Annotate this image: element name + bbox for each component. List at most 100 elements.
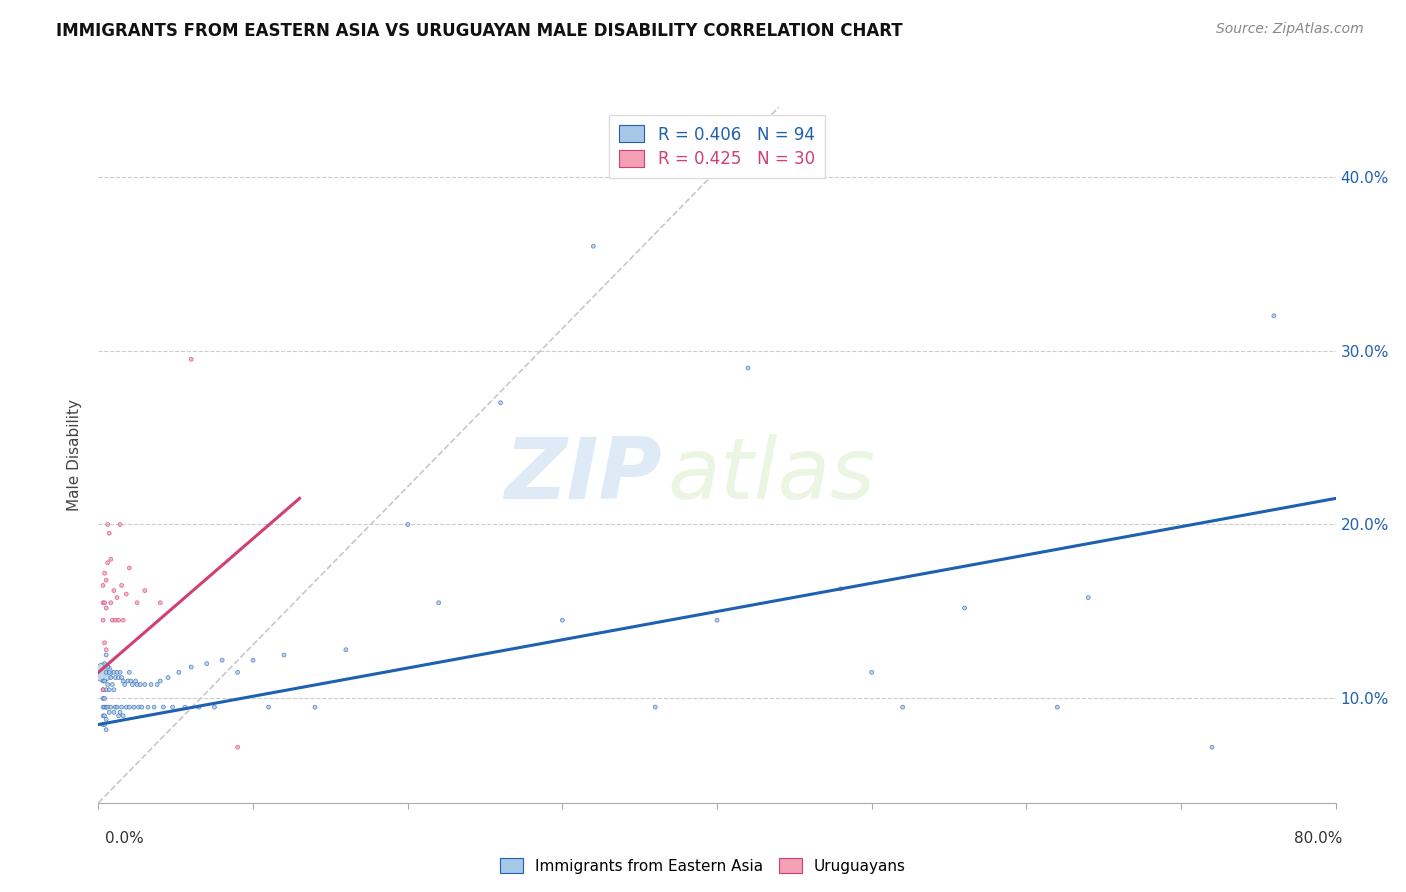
Text: IMMIGRANTS FROM EASTERN ASIA VS URUGUAYAN MALE DISABILITY CORRELATION CHART: IMMIGRANTS FROM EASTERN ASIA VS URUGUAYA… [56, 22, 903, 40]
Point [96, 723, 118, 737]
Point [582, 239, 605, 253]
Point [204, 700, 226, 714]
Point [1263, 309, 1285, 323]
Point [93, 700, 115, 714]
Point [91, 691, 114, 706]
Point [96, 573, 118, 587]
Point [180, 352, 202, 367]
Point [118, 561, 141, 575]
Point [131, 700, 153, 714]
Point [134, 583, 156, 598]
Point [737, 361, 759, 376]
Legend: R = 0.406   N = 94, R = 0.425   N = 30: R = 0.406 N = 94, R = 0.425 N = 30 [609, 115, 825, 178]
Y-axis label: Male Disability: Male Disability [67, 399, 83, 511]
Point [226, 665, 249, 680]
Point [1046, 700, 1069, 714]
Point [93, 691, 115, 706]
Point [134, 677, 156, 691]
Point [98, 526, 121, 541]
Point [91, 596, 114, 610]
Point [98, 682, 121, 697]
Point [706, 613, 728, 627]
Point [97, 660, 120, 674]
Point [149, 596, 172, 610]
Point [335, 642, 357, 657]
Point [112, 674, 135, 689]
Point [112, 708, 135, 723]
Point [108, 517, 131, 532]
Point [127, 596, 149, 610]
Point [111, 578, 134, 592]
Text: 0.0%: 0.0% [105, 831, 145, 846]
Point [103, 706, 125, 720]
Point [96, 700, 118, 714]
Point [114, 677, 136, 691]
Point [91, 665, 114, 680]
Point [96, 601, 118, 615]
Point [97, 700, 120, 714]
Point [96, 642, 118, 657]
Point [127, 677, 149, 691]
Point [124, 674, 146, 689]
Point [242, 653, 264, 667]
Point [97, 517, 120, 532]
Point [105, 700, 128, 714]
Point [100, 596, 122, 610]
Point [117, 674, 139, 689]
Point [96, 712, 118, 726]
Text: atlas: atlas [668, 434, 876, 517]
Point [860, 665, 883, 680]
Point [108, 665, 131, 680]
Point [91, 682, 114, 697]
Point [830, 582, 852, 596]
Point [157, 671, 180, 685]
Point [1201, 740, 1223, 755]
Point [149, 674, 172, 689]
Point [93, 596, 115, 610]
Point [174, 700, 197, 714]
Point [104, 671, 127, 685]
Point [93, 708, 115, 723]
Point [91, 717, 114, 731]
Point [96, 665, 118, 680]
Point [91, 674, 114, 689]
Point [304, 700, 326, 714]
Point [100, 671, 122, 685]
Point [93, 717, 115, 731]
Point [96, 682, 118, 697]
Point [112, 613, 135, 627]
Point [101, 613, 124, 627]
Point [93, 566, 115, 581]
Point [105, 665, 128, 680]
Point [180, 660, 202, 674]
Point [93, 636, 115, 650]
Point [162, 700, 184, 714]
Point [91, 700, 114, 714]
Point [100, 700, 122, 714]
Point [103, 682, 125, 697]
Point [96, 648, 118, 662]
Point [98, 706, 121, 720]
Point [118, 700, 141, 714]
Point [891, 700, 914, 714]
Point [97, 677, 120, 691]
Point [98, 665, 121, 680]
Point [120, 674, 142, 689]
Text: 80.0%: 80.0% [1295, 831, 1343, 846]
Point [111, 671, 134, 685]
Point [551, 613, 574, 627]
Point [103, 665, 125, 680]
Point [93, 657, 115, 671]
Point [226, 740, 249, 755]
Point [91, 708, 114, 723]
Text: ZIP: ZIP [503, 434, 661, 517]
Point [93, 674, 115, 689]
Point [489, 395, 512, 409]
Point [121, 677, 143, 691]
Text: Source: ZipAtlas.com: Source: ZipAtlas.com [1216, 22, 1364, 37]
Point [427, 596, 450, 610]
Point [257, 700, 280, 714]
Point [143, 700, 166, 714]
Point [118, 665, 141, 680]
Point [91, 613, 114, 627]
